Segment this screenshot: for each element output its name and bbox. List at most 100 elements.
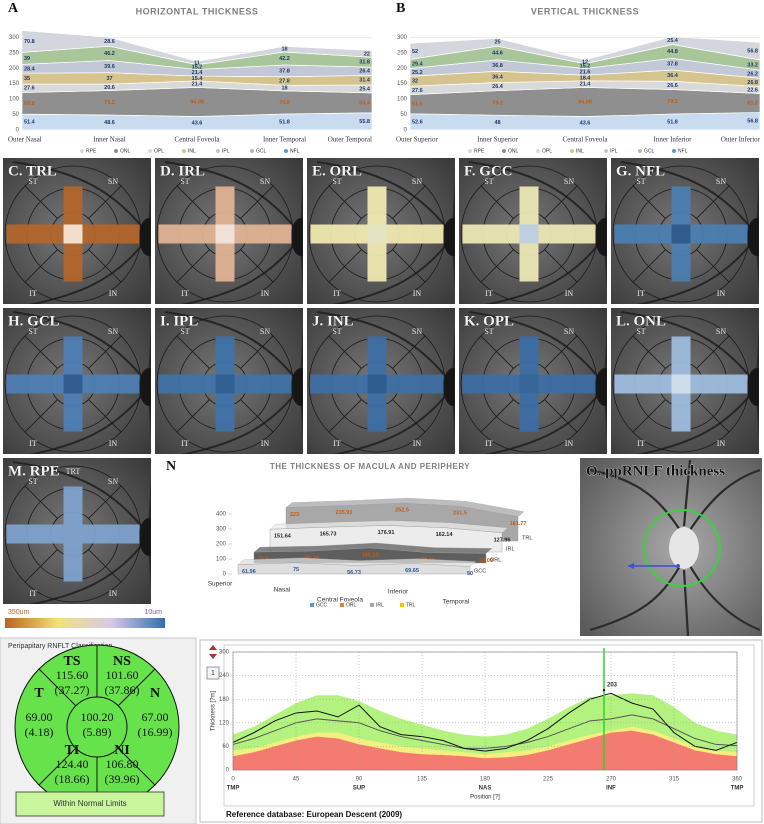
- grid-spoke: [544, 335, 578, 369]
- heatmap-cell: [82, 224, 102, 244]
- center-circle: [66, 696, 128, 758]
- value-label: 151.64: [274, 534, 292, 540]
- legend-marker: [570, 149, 574, 153]
- heatmap-cell: [519, 355, 539, 375]
- heatmap-cell: [519, 336, 539, 356]
- quadrant-label: IT: [485, 439, 493, 448]
- quadrant-label: SN: [564, 327, 574, 336]
- value-label: 56.8: [747, 49, 758, 55]
- heatmap-cell: [63, 262, 83, 282]
- grid-spoke: [544, 399, 578, 433]
- heatmap-cell: [177, 374, 197, 394]
- heatmap-cell: [215, 374, 235, 394]
- heatmap-cell: [63, 374, 83, 394]
- scale-right-label: 10um: [144, 609, 162, 616]
- heatmap-cell: [728, 224, 748, 244]
- value-label: 94.08: [190, 99, 204, 105]
- grid-spoke: [88, 335, 122, 369]
- fundus-panel: ST SN IT IN TRT M. RPE: [3, 458, 151, 604]
- heatmap-cell: [234, 224, 254, 244]
- quadrant-label: ST: [28, 477, 37, 486]
- value-label: 36.8: [492, 63, 503, 69]
- grid-spoke: [328, 185, 362, 219]
- heatmap-cell: [367, 243, 387, 263]
- sector-line: [117, 668, 156, 707]
- y-tick-label: 300: [216, 527, 227, 533]
- quadrant-label: IT: [181, 439, 189, 448]
- y-tick-label: 300: [9, 35, 20, 41]
- value-label: 11: [194, 61, 200, 67]
- grid-spoke: [632, 399, 666, 433]
- y-tick-label: 60: [222, 744, 229, 750]
- vessels: [316, 311, 455, 454]
- value-label: 25.4: [667, 38, 679, 44]
- scroll-down[interactable]: [209, 654, 217, 659]
- heatmap-cell: [481, 224, 501, 244]
- optic-disc: [747, 368, 759, 406]
- heatmap-cell: [481, 374, 501, 394]
- y-tick-label: 300: [397, 35, 408, 41]
- value-label: 26.6: [667, 83, 678, 89]
- value-label: 20.6: [104, 85, 115, 91]
- y-tick-label: 0: [404, 128, 408, 134]
- value-label: 31.4: [359, 78, 371, 84]
- value-label: 15.4: [192, 76, 204, 82]
- heatmap-cell: [63, 543, 83, 563]
- legend-marker: [672, 149, 676, 153]
- heatmap-cell: [367, 262, 387, 282]
- vessels: [12, 311, 151, 454]
- optic-disc: [139, 518, 151, 556]
- grid-ring: [4, 315, 142, 453]
- heatmap-cell: [25, 374, 45, 394]
- heatmap-cell: [63, 336, 83, 356]
- value-label: 52.6: [412, 119, 423, 125]
- heatmap-cell: [614, 374, 634, 394]
- value-label: 22: [364, 51, 370, 57]
- position-label: SUP: [353, 786, 365, 792]
- marker-label: 203: [607, 683, 618, 689]
- grid-ring: [612, 315, 750, 453]
- heatmap-cell: [367, 355, 387, 375]
- plot-frame: [232, 651, 738, 771]
- quadrant-label: IN: [565, 289, 574, 298]
- heatmap-cell: [215, 336, 235, 356]
- heatmap-cell: [44, 224, 64, 244]
- grid-spoke: [176, 399, 210, 433]
- y-tick-label: 0: [223, 572, 227, 578]
- quadrant-label: ST: [332, 177, 341, 186]
- quadrant-label: SN: [108, 327, 118, 336]
- value-label: 48.6: [104, 120, 115, 126]
- legend-marker: [340, 603, 344, 607]
- quadrant-label: IN: [717, 289, 726, 298]
- legend-marker: [400, 603, 404, 607]
- page-box[interactable]: [206, 666, 220, 680]
- heatmap-cell: [462, 374, 482, 394]
- x-tick-label: 225: [543, 777, 554, 783]
- panel-label: H. GCL: [8, 313, 60, 329]
- heatmap-cell: [253, 374, 273, 394]
- legend-label: NFL: [290, 148, 300, 154]
- heatmap-cell: [709, 374, 729, 394]
- scroll-up[interactable]: [209, 645, 217, 650]
- quadrant-label: IT: [29, 289, 37, 298]
- heatmap-cell: [367, 186, 387, 206]
- classification-title: Peripapitary RNFLT Classification: [8, 643, 112, 650]
- quadrant-label: SN: [412, 177, 422, 186]
- value-label: 37: [106, 76, 112, 82]
- fundus-panel: ST SN IT IN G. NFL: [611, 158, 759, 304]
- value-label: 64.09: [479, 558, 493, 564]
- y-tick-label: 400: [216, 512, 227, 518]
- value-label: 12: [582, 59, 588, 65]
- value-label: 25.2: [412, 70, 423, 76]
- value-label: 56.8: [747, 119, 758, 125]
- heatmap-cell: [709, 224, 729, 244]
- heatmap-cell: [462, 224, 482, 244]
- grid-spoke: [24, 399, 58, 433]
- heatmap-cell: [671, 262, 691, 282]
- chart-title: VERTICAL THICKNESS: [531, 6, 639, 16]
- value-label: 27.6: [24, 86, 35, 92]
- sector-percent: (37.27): [55, 683, 90, 697]
- heatmap-cell: [272, 224, 292, 244]
- heatmap-cell: [348, 374, 368, 394]
